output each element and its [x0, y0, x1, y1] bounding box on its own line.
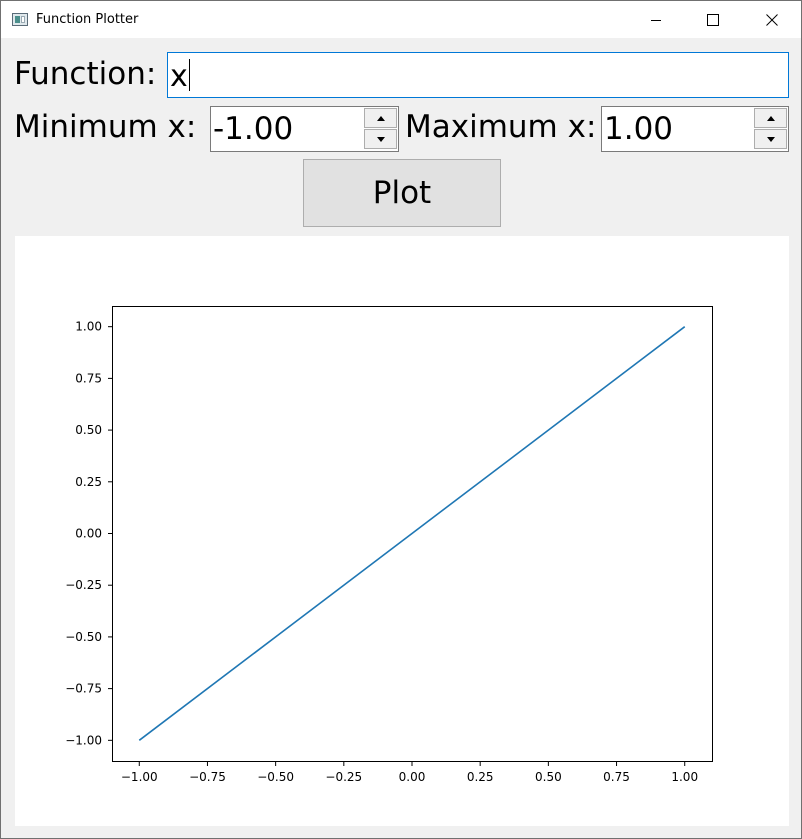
- y-tick-label: −0.75: [65, 682, 102, 696]
- y-tick-label: 1.00: [75, 320, 102, 334]
- function-label: Function:: [14, 59, 156, 90]
- y-tick-label: −0.25: [65, 578, 102, 592]
- maximum-x-spinbox[interactable]: 1.00: [601, 106, 789, 152]
- chevron-up-icon: [767, 116, 775, 121]
- chevron-down-icon: [377, 137, 385, 142]
- maximum-x-step-up[interactable]: [754, 108, 787, 128]
- minimum-x-step-up[interactable]: [364, 108, 397, 128]
- minimize-button[interactable]: [633, 1, 679, 38]
- window-title: Function Plotter: [36, 12, 138, 27]
- x-tick-label: −0.25: [325, 770, 362, 784]
- y-tick-label: −1.00: [65, 733, 102, 747]
- close-icon: [766, 14, 778, 26]
- minimum-x-value: -1.00: [213, 112, 293, 146]
- function-input[interactable]: x: [167, 52, 789, 98]
- plot-button[interactable]: Plot: [303, 159, 501, 227]
- app-icon: [12, 13, 28, 26]
- maximize-button[interactable]: [690, 1, 736, 38]
- maximize-icon: [707, 14, 719, 26]
- title-bar[interactable]: Function Plotter: [1, 1, 801, 38]
- chevron-up-icon: [377, 116, 385, 121]
- close-button[interactable]: [749, 1, 795, 38]
- maximum-x-label: Maximum x:: [405, 112, 596, 143]
- minimum-x-step-down[interactable]: [364, 129, 397, 149]
- x-tick-label: −1.00: [121, 770, 158, 784]
- x-tick-label: 0.50: [535, 770, 562, 784]
- y-tick-label: −0.50: [65, 630, 102, 644]
- x-tick-label: −0.50: [257, 770, 294, 784]
- x-tick-label: −0.75: [189, 770, 226, 784]
- y-tick-label: 0.75: [75, 371, 102, 385]
- x-tick-label: 0.75: [603, 770, 630, 784]
- series-line-0: [139, 327, 684, 741]
- y-tick-label: 0.25: [75, 475, 102, 489]
- maximum-x-value: 1.00: [604, 112, 673, 146]
- x-tick-label: 0.00: [399, 770, 426, 784]
- minimum-x-label: Minimum x:: [14, 112, 196, 143]
- minimize-icon: [650, 14, 662, 26]
- y-tick-label: 0.00: [75, 527, 102, 541]
- text-caret: [189, 59, 190, 91]
- plot-canvas: −1.00 −0.75 −0.50 −0.25 0.00 0.25 0.50 0.75 1.00…: [15, 236, 789, 826]
- minimum-x-spinbox[interactable]: -1.00: [210, 106, 399, 152]
- line-chart: −1.00 −0.75 −0.50 −0.25 0.00 0.25 0.50 0.75 1.00…: [15, 236, 789, 826]
- y-tick-label: 0.50: [75, 423, 102, 437]
- x-tick-label: 1.00: [671, 770, 698, 784]
- function-input-value: x: [170, 59, 188, 94]
- chevron-down-icon: [767, 137, 775, 142]
- x-tick-label: 0.25: [467, 770, 494, 784]
- maximum-x-step-down[interactable]: [754, 129, 787, 149]
